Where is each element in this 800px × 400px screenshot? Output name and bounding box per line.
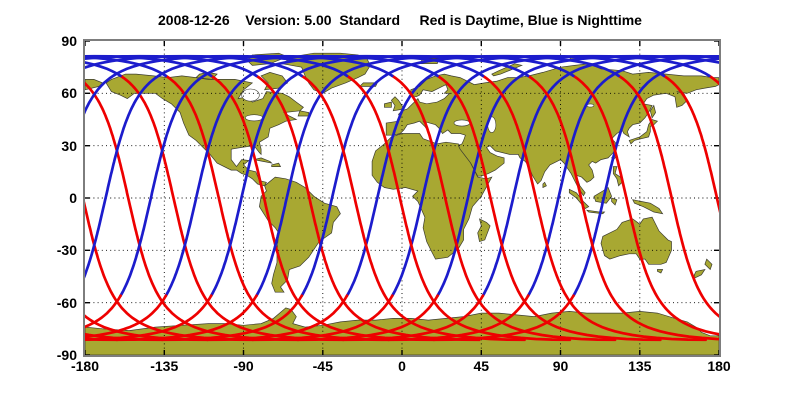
y-axis-tick-label: 30	[61, 137, 77, 154]
y-axis-tick-label: -30	[56, 242, 77, 259]
y-axis-tick-label: -90	[56, 347, 77, 363]
y-axis-tick-label: -60	[56, 294, 77, 311]
y-axis-tick-label: 0	[69, 190, 77, 206]
ground-track-map-svg	[85, 41, 719, 355]
x-axis-tick-label: -90	[233, 358, 254, 374]
x-axis-tick-label: -180	[70, 358, 100, 374]
y-axis-tick-label: 90	[61, 33, 77, 49]
world-map-plot	[85, 41, 719, 355]
x-axis-tick-label: 0	[398, 358, 406, 374]
x-axis-tick-label: -135	[150, 358, 179, 374]
y-axis-tick-label: 60	[61, 85, 77, 102]
chart-title: 2008-12-26 Version: 5.00 Standard Red is…	[158, 12, 642, 28]
x-axis-tick-label: 180	[707, 358, 731, 374]
plot-area	[83, 39, 721, 357]
x-axis-tick-label: 135	[628, 358, 652, 374]
x-axis-tick-label: 45	[473, 358, 490, 374]
x-axis-tick-label: -45	[312, 358, 333, 374]
x-axis-tick-label: 90	[552, 358, 569, 374]
